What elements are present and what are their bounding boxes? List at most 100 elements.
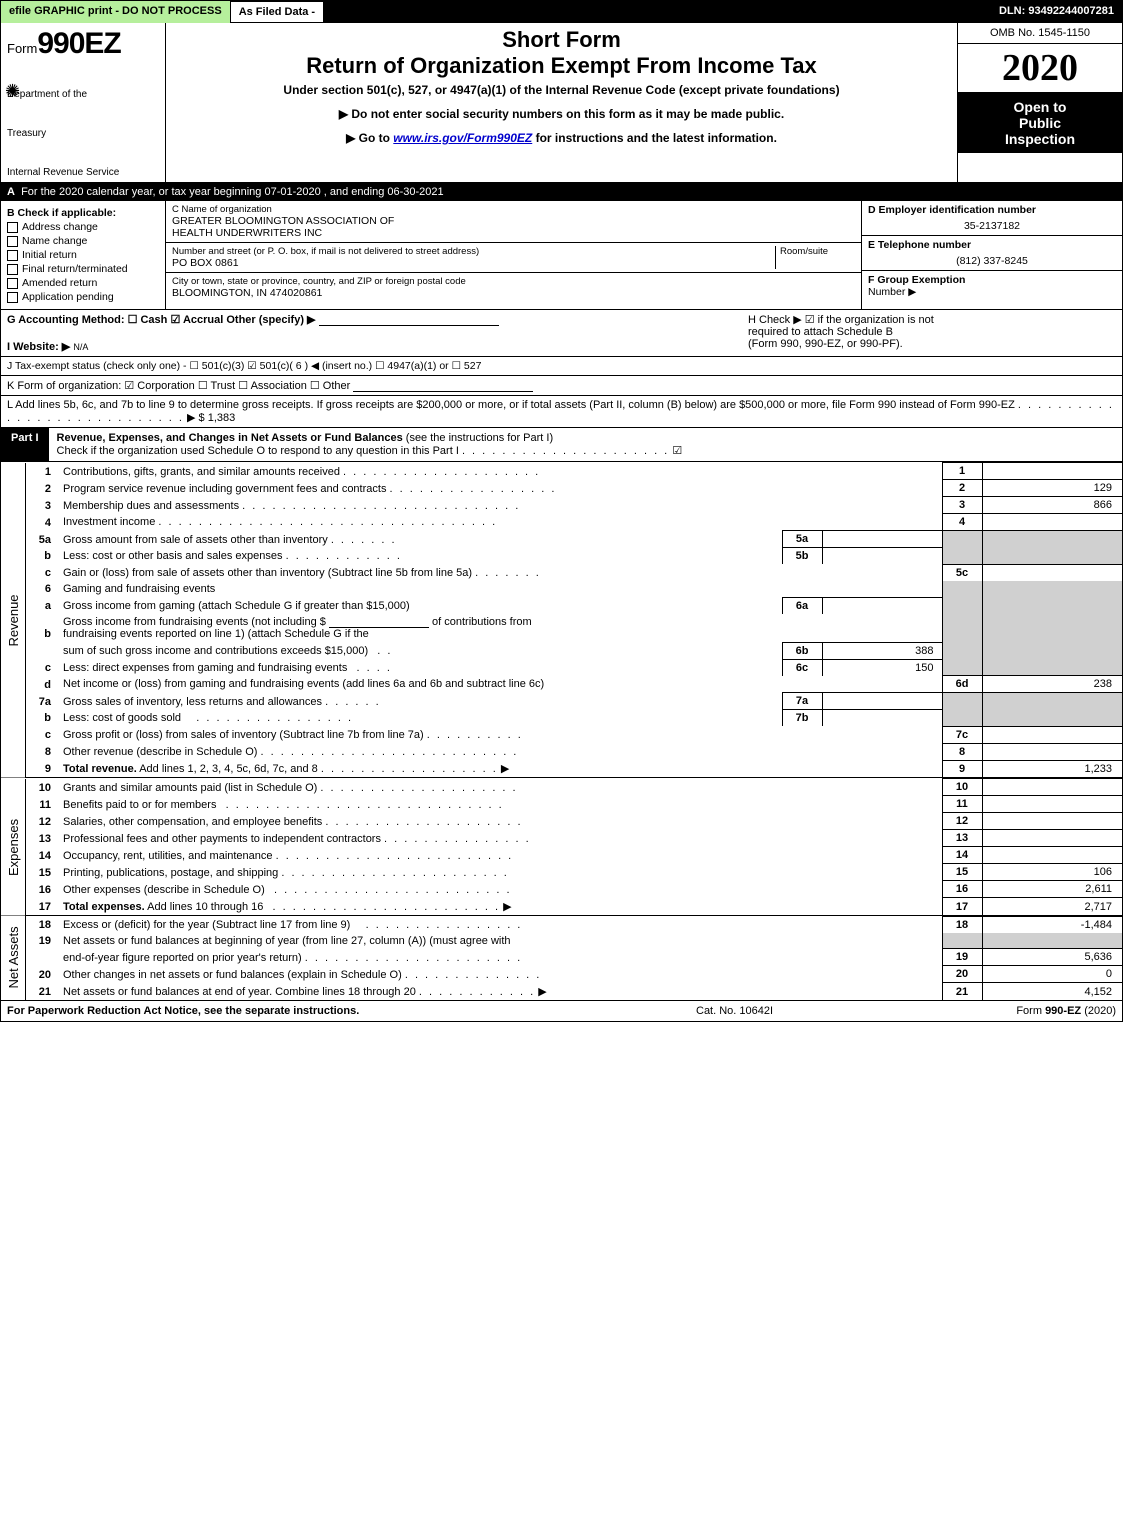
c-street-val: PO BOX 0861 [172, 257, 775, 269]
ln6d-box: 6d [942, 676, 982, 693]
row-l: L Add lines 5b, 6c, and 7b to line 9 to … [1, 396, 1122, 427]
ln6b-underline[interactable] [329, 616, 429, 628]
ln19-rval1 [982, 933, 1122, 949]
ln7a-rval [982, 693, 1122, 710]
ln13-box: 13 [942, 830, 982, 847]
b-item-2[interactable]: Initial return [7, 249, 159, 261]
b-label-5: Application pending [22, 291, 114, 303]
ln7a-mval [822, 693, 942, 710]
ln5a-rval [982, 531, 1122, 548]
ln5b-dots: . . . . . . . . . . . . [286, 550, 402, 562]
ln2-box: 2 [942, 480, 982, 497]
d-block: D Employer identification number 35-2137… [862, 201, 1122, 236]
ln7a-dtext: Gross sales of inventory, less returns a… [63, 696, 322, 708]
ln5a-mval [822, 531, 942, 548]
g-other-underline[interactable] [319, 314, 499, 326]
i-val: N/A [73, 342, 88, 352]
checkbox-icon[interactable] [7, 250, 18, 261]
ln9-d: Total revenue. Add lines 1, 2, 3, 4, 5c,… [59, 760, 942, 777]
form-prefix: Form [7, 41, 37, 56]
dept-line3: Internal Revenue Service [7, 167, 159, 178]
ln15-dots: . . . . . . . . . . . . . . . . . . . . … [281, 867, 509, 879]
ln4-dtext: Investment income [63, 516, 155, 528]
ln12-val [982, 813, 1122, 830]
ln21-arrow: ▶ [538, 986, 546, 998]
ln9-val: 1,233 [982, 760, 1122, 777]
efile-tag: efile GRAPHIC print - DO NOT PROCESS [1, 1, 230, 23]
dln: DLN: 93492244007281 [991, 1, 1122, 23]
ln6b-rval [982, 614, 1122, 643]
ln5b-d: Less: cost or other basis and sales expe… [59, 548, 782, 565]
ln19-n: 19 [25, 933, 59, 949]
ln5c-dtext: Gain or (loss) from sale of assets other… [63, 567, 472, 579]
col-r: D Employer identification number 35-2137… [862, 201, 1122, 309]
ln14-dtext: Occupancy, rent, utilities, and maintena… [63, 850, 273, 862]
b-item-5[interactable]: Application pending [7, 291, 159, 303]
ln21-d: Net assets or fund balances at end of ye… [59, 983, 942, 1000]
checkbox-icon[interactable] [7, 278, 18, 289]
ln10-dtext: Grants and similar amounts paid (list in… [63, 782, 317, 794]
checkbox-icon[interactable] [7, 222, 18, 233]
ln19-d2: end-of-year figure reported on prior yea… [59, 949, 942, 966]
c-name2: HEALTH UNDERWRITERS INC [172, 227, 855, 239]
ln6a-n: a [25, 597, 59, 614]
ln6d-d: Net income or (loss) from gaming and fun… [59, 676, 942, 693]
ln21-val: 4,152 [982, 983, 1122, 1000]
ln1-d: Contributions, gifts, grants, and simila… [59, 463, 942, 480]
g-text: G Accounting Method: ☐ Cash ☑ Accrual Ot… [1, 310, 742, 356]
checkbox-icon[interactable] [7, 292, 18, 303]
l-text: L Add lines 5b, 6c, and 7b to line 9 to … [7, 399, 1015, 411]
ln6b2-n [25, 642, 59, 659]
ln5c-n: c [25, 564, 59, 581]
ln3-d: Membership dues and assessments . . . . … [59, 497, 942, 514]
ln17-arrow: ▶ [503, 901, 511, 913]
ln2-d: Program service revenue including govern… [59, 480, 942, 497]
ln5b-mval [822, 548, 942, 565]
ln16-box: 16 [942, 881, 982, 898]
ln6b2-d: sum of such gross income and contributio… [59, 642, 782, 659]
ln17-val: 2,717 [982, 898, 1122, 915]
ln10-n: 10 [25, 779, 59, 796]
ln10-dots: . . . . . . . . . . . . . . . . . . . . [320, 782, 517, 794]
b-item-3[interactable]: Final return/terminated [7, 263, 159, 275]
c-name: C Name of organization GREATER BLOOMINGT… [166, 201, 861, 243]
ln7c-box: 7c [942, 726, 982, 743]
i-label: I Website: ▶ [7, 341, 70, 353]
bcdef-block: B Check if applicable: Address change Na… [1, 201, 1122, 310]
part1-title-note: (see the instructions for Part I) [406, 432, 553, 444]
ln6a-mbox: 6a [782, 597, 822, 614]
tax-year: 2020 [958, 44, 1122, 93]
ln2-dtext: Program service revenue including govern… [63, 483, 386, 495]
ln14-box: 14 [942, 847, 982, 864]
ln13-val [982, 830, 1122, 847]
ln17-d: Total expenses. Add lines 10 through 16 … [59, 898, 942, 915]
row-a-text: For the 2020 calendar year, or tax year … [21, 186, 444, 198]
ln19-rbox1 [942, 933, 982, 949]
ln19-d1: Net assets or fund balances at beginning… [59, 933, 942, 949]
page-footer: For Paperwork Reduction Act Notice, see … [1, 1000, 1122, 1021]
ln6-rbox [942, 581, 982, 598]
ln6c-mval: 150 [822, 659, 942, 676]
b-item-0[interactable]: Address change [7, 221, 159, 233]
h1: H Check ▶ ☑ if the organization is not [748, 313, 1116, 326]
form-subtitle: Under section 501(c), 527, or 4947(a)(1)… [174, 83, 949, 97]
goto-link[interactable]: www.irs.gov/Form990EZ [393, 131, 532, 145]
ln6a-d: Gross income from gaming (attach Schedul… [59, 597, 782, 614]
ln8-n: 8 [25, 743, 59, 760]
ln7c-dtext: Gross profit or (loss) from sales of inv… [63, 729, 424, 741]
topbar: efile GRAPHIC print - DO NOT PROCESS As … [1, 1, 1122, 23]
k-other-underline[interactable] [353, 380, 533, 392]
b-item-1[interactable]: Name change [7, 235, 159, 247]
ln1-val [982, 463, 1122, 480]
ln2-dots: . . . . . . . . . . . . . . . . . [390, 483, 557, 495]
ln19b-n [25, 949, 59, 966]
ln12-d: Salaries, other compensation, and employ… [59, 813, 942, 830]
ln5b-rbox [942, 548, 982, 565]
ln7c-dots: . . . . . . . . . . [427, 729, 523, 741]
checkbox-icon[interactable] [7, 236, 18, 247]
ln13-d: Professional fees and other payments to … [59, 830, 942, 847]
ln4-val [982, 514, 1122, 531]
checkbox-icon[interactable] [7, 264, 18, 275]
b-item-4[interactable]: Amended return [7, 277, 159, 289]
ln16-dtext: Other expenses (describe in Schedule O) [63, 884, 265, 896]
